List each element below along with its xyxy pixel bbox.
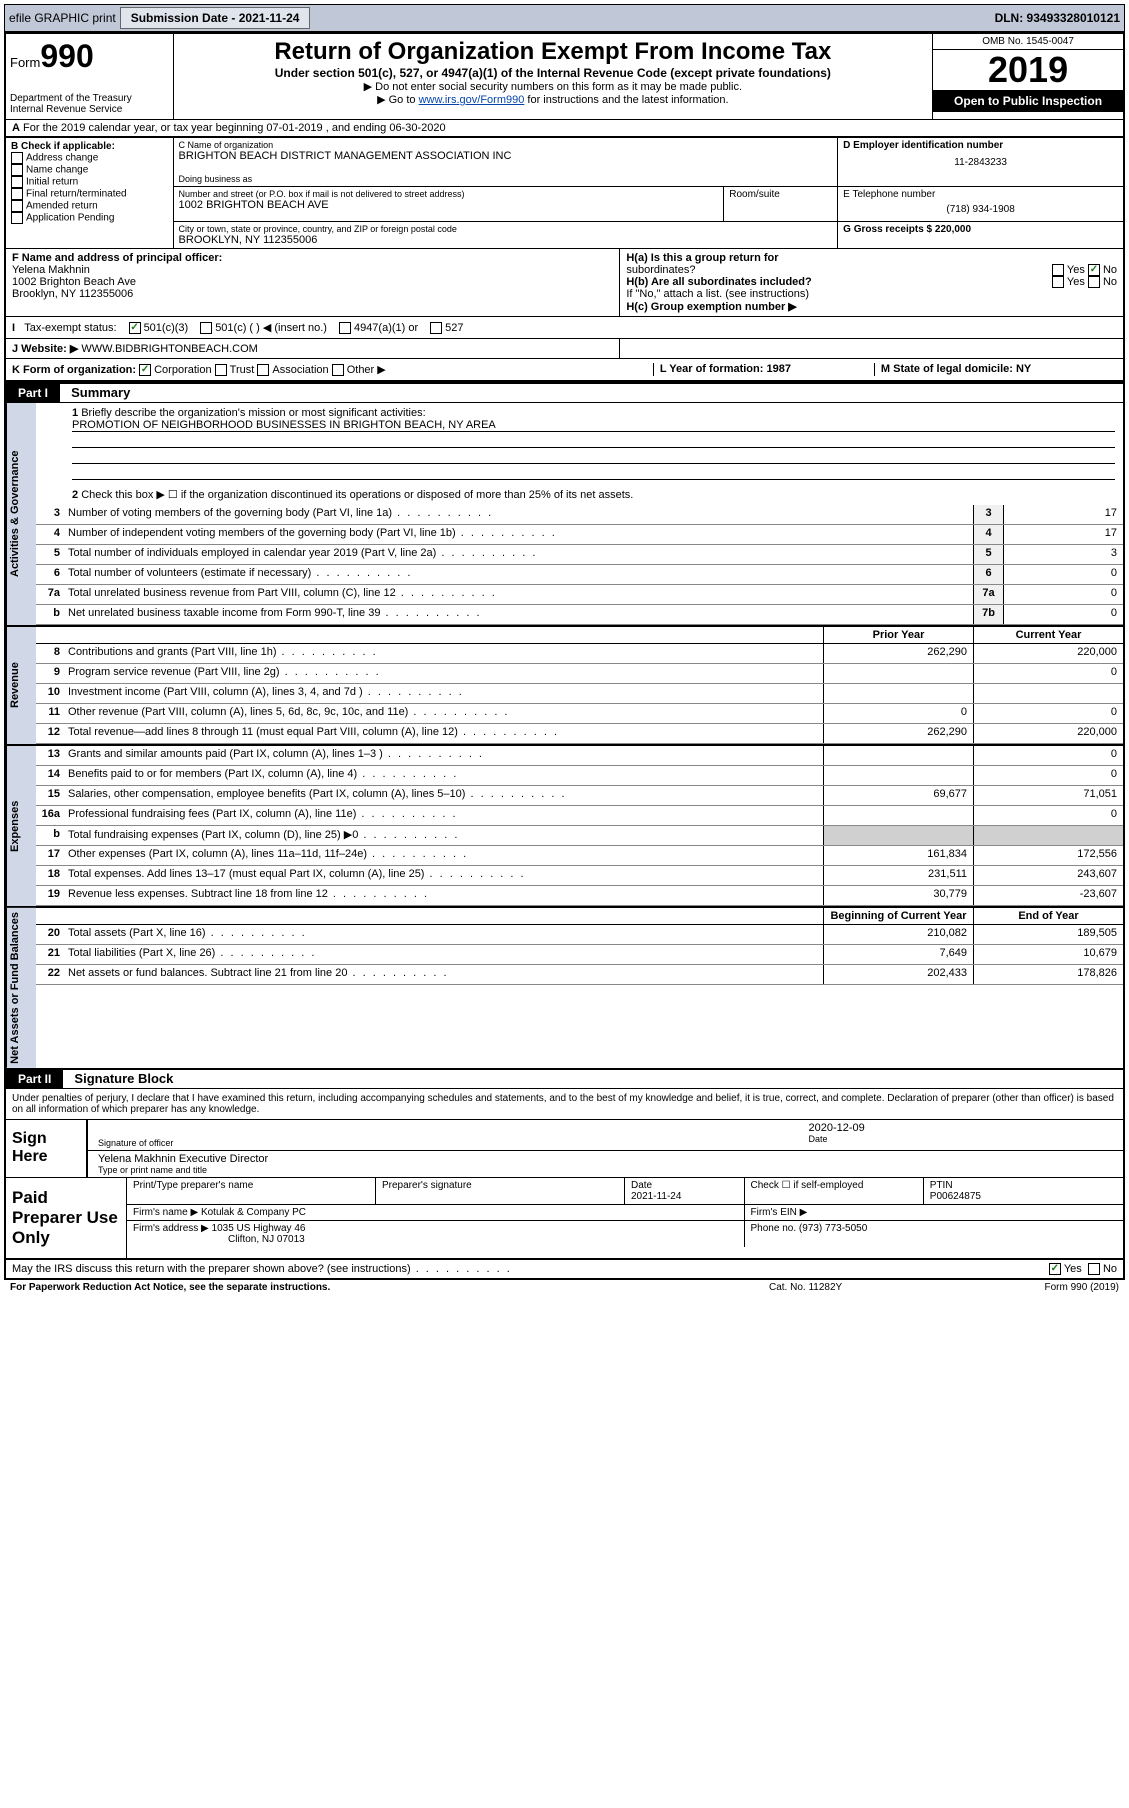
gov-line-4: 4 Number of independent voting members o… [36, 525, 1123, 545]
part2-header: Part II Signature Block [4, 1070, 1125, 1089]
checkbox-ha-no[interactable] [1088, 264, 1100, 276]
rev-line-11: 11 Other revenue (Part VIII, column (A),… [36, 704, 1123, 724]
dln-label: DLN: 93493328010121 [995, 11, 1120, 25]
checkbox-name-change[interactable] [11, 164, 23, 176]
exp-line-14: 14 Benefits paid to or for members (Part… [36, 766, 1123, 786]
row-k-l-m: K Form of organization: Corporation Trus… [4, 359, 1125, 382]
checkbox-final-return[interactable] [11, 188, 23, 200]
box-d-ein: D Employer identification number 11-2843… [838, 138, 1123, 187]
checkbox-501c3[interactable] [129, 322, 141, 334]
omb-number: OMB No. 1545-0047 [933, 34, 1123, 50]
net-line-22: 22 Net assets or fund balances. Subtract… [36, 965, 1123, 985]
rev-line-10: 10 Investment income (Part VIII, column … [36, 684, 1123, 704]
revenue-header: Prior Year Current Year [36, 627, 1123, 644]
checkbox-assoc[interactable] [257, 364, 269, 376]
exp-line-17: 17 Other expenses (Part IX, column (A), … [36, 846, 1123, 866]
subtitle-3: ▶ Go to www.irs.gov/Form990 for instruct… [180, 93, 927, 106]
box-c-name: C Name of organization BRIGHTON BEACH DI… [174, 138, 839, 187]
net-header: Beginning of Current Year End of Year [36, 908, 1123, 925]
rev-line-8: 8 Contributions and grants (Part VIII, l… [36, 644, 1123, 664]
public-inspection: Open to Public Inspection [933, 90, 1123, 112]
checkbox-discuss-yes[interactable] [1049, 1263, 1061, 1275]
submission-date-button[interactable]: Submission Date - 2021-11-24 [120, 7, 311, 29]
checkbox-4947[interactable] [339, 322, 351, 334]
dept-label: Department of the Treasury Internal Reve… [10, 93, 169, 115]
net-line-21: 21 Total liabilities (Part X, line 26) 7… [36, 945, 1123, 965]
checkbox-initial-return[interactable] [11, 176, 23, 188]
form-header: Form990 Department of the Treasury Inter… [4, 32, 1125, 119]
exp-line-16a: 16a Professional fundraising fees (Part … [36, 806, 1123, 826]
activities-governance-section: Activities & Governance 1 Briefly descri… [4, 403, 1125, 627]
checkbox-hb-yes[interactable] [1052, 276, 1064, 288]
box-b: B Check if applicable: Address change Na… [6, 138, 174, 248]
part1-header: Part I Summary [4, 382, 1125, 403]
line-1-mission: 1 Briefly describe the organization's mi… [36, 403, 1123, 484]
form-number: Form990 [10, 38, 169, 75]
box-c-room: Room/suite [724, 187, 838, 222]
exp-line-18: 18 Total expenses. Add lines 13–17 (must… [36, 866, 1123, 886]
top-toolbar: efile GRAPHIC print Submission Date - 20… [4, 4, 1125, 32]
checkbox-amended[interactable] [11, 200, 23, 212]
rev-line-9: 9 Program service revenue (Part VIII, li… [36, 664, 1123, 684]
box-g-receipts: G Gross receipts $ 220,000 [838, 222, 1123, 248]
row-j-website: J Website: ▶ WWW.BIDBRIGHTONBEACH.COM [4, 339, 1125, 359]
info-grid: B Check if applicable: Address change Na… [4, 138, 1125, 249]
discuss-row: May the IRS discuss this return with the… [4, 1260, 1125, 1280]
checkbox-hb-no[interactable] [1088, 276, 1100, 288]
checkbox-501c[interactable] [200, 322, 212, 334]
box-h-group: H(a) Is this a group return for subordin… [620, 249, 1123, 316]
line-2-discontinued: 2 Check this box ▶ ☐ if the organization… [36, 484, 1123, 505]
box-c-address: Number and street (or P.O. box if mail i… [174, 187, 725, 222]
box-c-city: City or town, state or province, country… [174, 222, 839, 248]
checkbox-discuss-no[interactable] [1088, 1263, 1100, 1275]
efile-label: efile GRAPHIC print [9, 11, 116, 25]
signature-block: Under penalties of perjury, I declare th… [4, 1089, 1125, 1260]
checkbox-other[interactable] [332, 364, 344, 376]
checkbox-527[interactable] [430, 322, 442, 334]
footer: For Paperwork Reduction Act Notice, see … [4, 1280, 1125, 1295]
paid-preparer-row: Paid Preparer Use Only Print/Type prepar… [6, 1177, 1123, 1258]
box-f-officer: F Name and address of principal officer:… [6, 249, 620, 316]
checkbox-trust[interactable] [215, 364, 227, 376]
exp-line-13: 13 Grants and similar amounts paid (Part… [36, 746, 1123, 766]
row-i-tax-status: I Tax-exempt status: 501(c)(3) 501(c) ( … [4, 317, 1125, 339]
website-value: WWW.BIDBRIGHTONBEACH.COM [81, 343, 257, 355]
subtitle-2: ▶ Do not enter social security numbers o… [180, 80, 927, 93]
exp-line-19: 19 Revenue less expenses. Subtract line … [36, 886, 1123, 906]
net-line-20: 20 Total assets (Part X, line 16) 210,08… [36, 925, 1123, 945]
gov-line-5: 5 Total number of individuals employed i… [36, 545, 1123, 565]
gov-line-6: 6 Total number of volunteers (estimate i… [36, 565, 1123, 585]
form-title: Return of Organization Exempt From Incom… [180, 38, 927, 66]
checkbox-corp[interactable] [139, 364, 151, 376]
rev-line-12: 12 Total revenue—add lines 8 through 11 … [36, 724, 1123, 744]
box-e-phone: E Telephone number (718) 934-1908 [838, 187, 1123, 222]
gov-line-7a: 7a Total unrelated business revenue from… [36, 585, 1123, 605]
sign-here-row: Sign Here Signature of officer 2020-12-0… [6, 1119, 1123, 1177]
gov-line-b: b Net unrelated business taxable income … [36, 605, 1123, 625]
irs-link[interactable]: www.irs.gov/Form990 [419, 94, 525, 106]
gov-line-3: 3 Number of voting members of the govern… [36, 505, 1123, 525]
revenue-section: Revenue Prior Year Current Year 8 Contri… [4, 627, 1125, 746]
exp-line-b: b Total fundraising expenses (Part IX, c… [36, 826, 1123, 846]
expenses-section: Expenses 13 Grants and similar amounts p… [4, 746, 1125, 908]
net-assets-section: Net Assets or Fund Balances Beginning of… [4, 908, 1125, 1070]
checkbox-address-change[interactable] [11, 152, 23, 164]
box-f-h: F Name and address of principal officer:… [4, 249, 1125, 317]
exp-line-15: 15 Salaries, other compensation, employe… [36, 786, 1123, 806]
tax-year: 2019 [933, 50, 1123, 90]
checkbox-pending[interactable] [11, 212, 23, 224]
subtitle-1: Under section 501(c), 527, or 4947(a)(1)… [180, 66, 927, 80]
checkbox-ha-yes[interactable] [1052, 264, 1064, 276]
row-a-tax-period: A For the 2019 calendar year, or tax yea… [4, 119, 1125, 138]
